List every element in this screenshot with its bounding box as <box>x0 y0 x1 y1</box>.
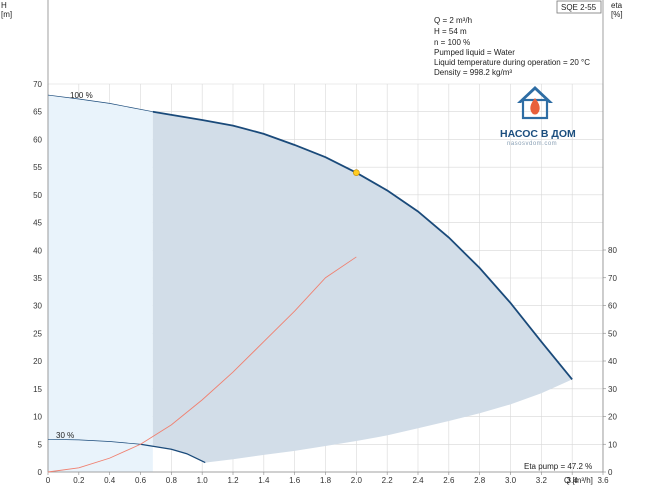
x-tick-label: 1.0 <box>197 476 209 485</box>
info-liquid: Pumped liquid = Water <box>434 48 515 57</box>
y-right-tick-label: 70 <box>608 274 617 283</box>
curve-100-percent <box>152 110 573 381</box>
brand-logo: НАСОС В ДОМ nasosvdom.com <box>500 86 576 147</box>
curve-30-percent <box>140 443 206 464</box>
curve-label-100: 100 % <box>70 91 93 100</box>
x-axis-label: Q [m³/h] <box>564 476 593 485</box>
x-tick-label: 0.8 <box>166 476 178 485</box>
x-axis-ticks: 0 0.2 0.4 0.6 0.8 1.0 1.2 1.4 1.6 1.8 2.0 2.2 2.4 2.6… <box>46 472 609 485</box>
x-tick-label: 1.6 <box>289 476 301 485</box>
x-tick-label: 1.4 <box>258 476 270 485</box>
y-right-tick-label: 30 <box>608 385 617 394</box>
house-flame-icon <box>517 86 553 120</box>
y-right-tick-label: 40 <box>608 357 617 366</box>
logo-title: НАСОС В ДОМ <box>500 128 576 140</box>
x-tick-label: 2.2 <box>382 476 394 485</box>
x-tick-label: 2.0 <box>351 476 363 485</box>
y-right-tick-label: 50 <box>608 329 617 338</box>
model-box <box>556 0 602 14</box>
y-left-tick-label: 30 <box>33 302 42 311</box>
info-temperature: Liquid temperature during operation = 20… <box>434 58 590 67</box>
y-left-label-line1: H <box>1 1 7 10</box>
eta-pump-curve <box>47 256 357 473</box>
x-tick-label: 3.6 <box>597 476 609 485</box>
x-tick-label: 1.2 <box>227 476 239 485</box>
operating-point <box>353 169 360 176</box>
x-tick-label: 1.8 <box>320 476 332 485</box>
x-tick-label: 3.4 <box>567 476 579 485</box>
x-tick-label: 0 <box>46 476 51 485</box>
y-left-tick-label: 35 <box>33 274 42 283</box>
y-left-tick-label: 10 <box>33 413 42 422</box>
y-left-tick-label: 70 <box>33 80 42 89</box>
x-tick-label: 0.2 <box>73 476 85 485</box>
info-head: H = 54 m <box>434 27 467 36</box>
y-left-tick-label: 20 <box>33 357 42 366</box>
eta-pump-label: Eta pump = 47.2 % <box>524 462 592 471</box>
y-left-tick-label: 60 <box>33 135 42 144</box>
y-left-tick-label: 5 <box>38 440 43 449</box>
y-right-label-line1: eta <box>611 1 623 10</box>
curves <box>47 94 573 473</box>
curve-30-low-flow <box>47 438 141 445</box>
y-left-tick-label: 55 <box>33 163 42 172</box>
x-tick-label: 0.6 <box>135 476 147 485</box>
duty-point-info: Q = 2 m³/h H = 54 m n = 100 % Pumped liq… <box>434 16 590 77</box>
y-right-axis-ticks: 0 10 20 30 40 50 60 70 80 <box>603 246 617 477</box>
y-left-tick-label: 25 <box>33 329 42 338</box>
y-left-tick-label: 45 <box>33 219 42 228</box>
operating-envelope <box>152 111 573 463</box>
y-right-tick-label: 20 <box>608 413 617 422</box>
model-label: SQE 2-55 <box>561 3 597 12</box>
info-speed: n = 100 % <box>434 38 470 47</box>
y-left-axis-ticks: 0 5 10 15 20 25 30 35 40 45 50 55 60 65 70 <box>33 80 42 477</box>
x-tick-label: 3.2 <box>536 476 548 485</box>
y-right-tick-label: 0 <box>608 468 613 477</box>
x-tick-label: 2.4 <box>412 476 424 485</box>
x-tick-label: 2.8 <box>474 476 486 485</box>
y-right-label-line2: [%] <box>611 10 623 19</box>
y-left-tick-label: 65 <box>33 108 42 117</box>
logo-subtitle: nasosvdom.com <box>507 141 557 147</box>
y-left-tick-label: 0 <box>38 468 43 477</box>
y-left-tick-label: 15 <box>33 385 42 394</box>
x-tick-label: 3.0 <box>505 476 517 485</box>
low-flow-zone <box>48 95 153 472</box>
y-right-tick-label: 60 <box>608 302 617 311</box>
y-left-label-line2: [m] <box>1 10 12 19</box>
operating-regions <box>48 95 573 472</box>
x-tick-label: 2.6 <box>443 476 455 485</box>
y-right-tick-label: 80 <box>608 246 617 255</box>
y-left-tick-label: 50 <box>33 191 42 200</box>
info-flow: Q = 2 m³/h <box>434 16 472 25</box>
info-density: Density = 998.2 kg/m³ <box>434 68 512 77</box>
curve-100-low-flow <box>47 94 153 113</box>
curve-label-30: 30 % <box>56 431 74 440</box>
y-left-tick-label: 40 <box>33 246 42 255</box>
y-right-tick-label: 10 <box>608 440 617 449</box>
x-tick-label: 0.4 <box>104 476 116 485</box>
